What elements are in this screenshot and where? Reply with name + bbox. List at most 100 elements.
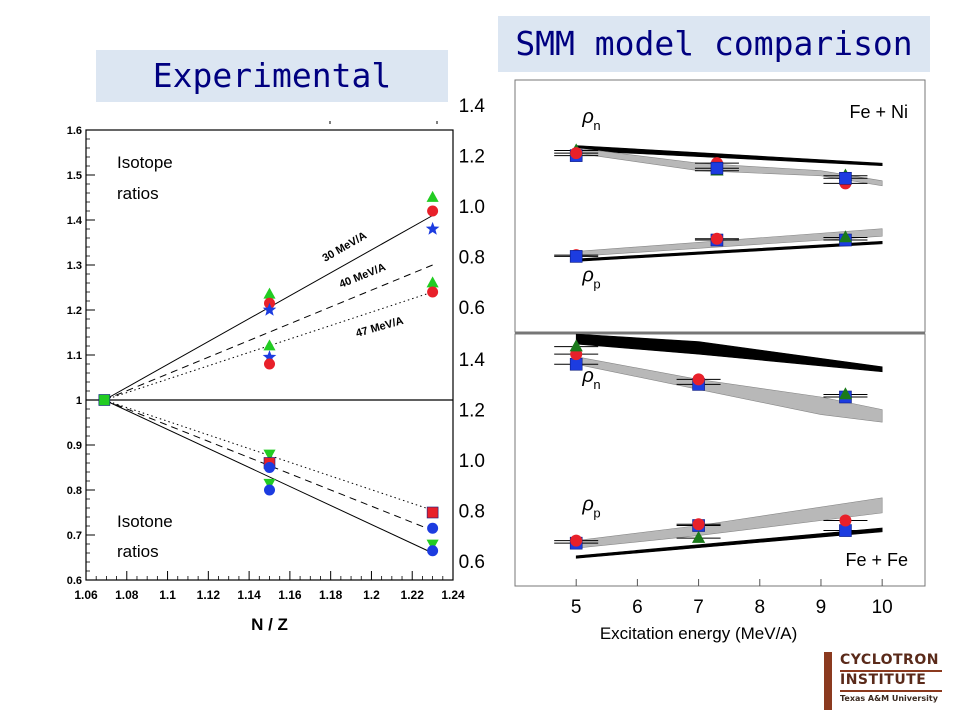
y-tick-label: 0.8 (67, 485, 82, 497)
smm-panel-smm-bottom: 1.4 1.2 1.0 0.8 0.6 5 6 7 8 9 10 Excitation energy … (459, 333, 926, 643)
data-point (692, 518, 705, 531)
data-point (427, 286, 439, 298)
logo-line-2: INSTITUTE (840, 672, 927, 688)
rho-p-label: ρ (581, 265, 593, 287)
isotone-label-2: ratios (117, 542, 159, 561)
y-tick-label: 1.3 (67, 260, 82, 272)
data-point (263, 449, 276, 461)
data-point (426, 276, 439, 288)
isotope-label-1: Isotope (117, 153, 173, 172)
system-label: Fe + Ni (849, 102, 908, 122)
rho-n-label: ρ (581, 365, 593, 387)
y-tick-label: 0.9 (67, 440, 82, 452)
rho-p-subscript: p (593, 277, 600, 292)
cyclotron-institute-logo: CYCLOTRON INSTITUTE Texas A&M University (824, 650, 952, 712)
data-point (692, 373, 705, 386)
x-tick-label: 1.24 (441, 588, 465, 602)
data-point (426, 506, 439, 519)
experimental-banner: Experimental (96, 50, 448, 102)
experimental-chart: 0.6 0.7 0.8 0.9 1 1.1 1.2 1.3 1.4 1.5 1.6 1.06 1.08 1… (67, 121, 465, 634)
fit-line (104, 399, 433, 531)
logo-line-1: CYCLOTRON (840, 652, 939, 668)
plot-frame (514, 79, 926, 333)
data-point (262, 302, 277, 316)
data-point (691, 530, 706, 543)
data-point (710, 232, 723, 245)
data-point (263, 287, 276, 299)
x-axis-label: N / Z (251, 615, 288, 634)
x-tick-label: 6 (632, 597, 643, 618)
data-point (570, 147, 583, 160)
data-point (263, 478, 276, 490)
y-tick-label: 0.6 (67, 575, 82, 587)
x-tick-label: 1.06 (74, 588, 98, 602)
data-point (426, 539, 439, 551)
data-point (264, 462, 275, 473)
isotone-label-1: Isotone (117, 512, 173, 531)
y-tick-label: 0.6 (459, 552, 485, 573)
y-tick-label: 1.1 (67, 350, 82, 362)
data-point (263, 339, 276, 351)
y-tick-label: 1.2 (67, 305, 82, 317)
x-tick-label: 1.18 (319, 588, 343, 602)
x-tick-label: 1.08 (115, 588, 139, 602)
data-point (425, 221, 440, 235)
y-tick-label: 0.6 (459, 298, 485, 319)
x-tick-label: 1.12 (197, 588, 221, 602)
x-tick-label: 9 (816, 597, 827, 618)
x-tick-label: 7 (693, 597, 704, 618)
isotope-label-2: ratios (117, 184, 159, 203)
y-tick-label: 1.4 (459, 350, 486, 371)
y-tick-label: 0.8 (459, 247, 485, 268)
data-point (569, 339, 583, 352)
fit-line (104, 399, 433, 511)
data-point (839, 514, 852, 527)
x-tick-label: 1.1 (159, 588, 176, 602)
y-tick-label: 1.0 (459, 197, 485, 218)
x-tick-label: 1.2 (363, 588, 380, 602)
x-tick-label: 1.22 (401, 588, 425, 602)
data-point (98, 394, 111, 406)
gray-band (575, 356, 883, 423)
gray-band (575, 147, 883, 187)
y-tick-label: 1.4 (67, 215, 83, 227)
x-tick-label: 5 (571, 597, 582, 618)
y-tick-label: 1.0 (459, 451, 485, 472)
rho-p-subscript: p (593, 505, 600, 520)
data-point (569, 250, 583, 263)
data-point (570, 534, 583, 547)
data-point (427, 545, 439, 557)
y-tick-label: 1.4 (459, 96, 486, 117)
data-point (839, 171, 852, 185)
x-tick-label: 8 (754, 597, 765, 618)
rho-n-subscript: n (593, 118, 600, 133)
y-tick-label: 1 (76, 395, 82, 407)
data-point (427, 522, 439, 534)
rho-n-subscript: n (593, 377, 600, 392)
system-label: Fe + Fe (845, 550, 908, 570)
black-band (575, 527, 883, 559)
smm-banner: SMM model comparison (498, 16, 930, 72)
fit-line (104, 399, 433, 554)
x-tick-label: 1.16 (278, 588, 302, 602)
data-point (262, 350, 277, 364)
y-tick-label: 1.2 (459, 401, 485, 422)
data-point (426, 190, 439, 202)
logo-line-3: Texas A&M University (840, 694, 938, 703)
data-point (838, 230, 853, 243)
rho-n-label: ρ (581, 106, 593, 128)
y-tick-label: 1.6 (67, 125, 82, 137)
data-point (264, 358, 275, 370)
rho-p-label: ρ (581, 493, 593, 515)
smm-panel-smm-top: 1.41.21.00.80.6ρ nρ pFe + Ni (459, 79, 926, 333)
y-tick-label: 0.7 (67, 530, 82, 542)
data-point (838, 387, 853, 400)
y-tick-label: 1.5 (67, 170, 82, 182)
x-tick-label: 10 (872, 597, 893, 618)
x-axis-label: Excitation energy (MeV/A) (600, 624, 797, 643)
data-point (710, 161, 724, 175)
y-tick-label: 1.2 (459, 147, 485, 168)
y-tick-label: 0.8 (459, 501, 485, 522)
x-tick-label: 1.14 (237, 588, 261, 602)
